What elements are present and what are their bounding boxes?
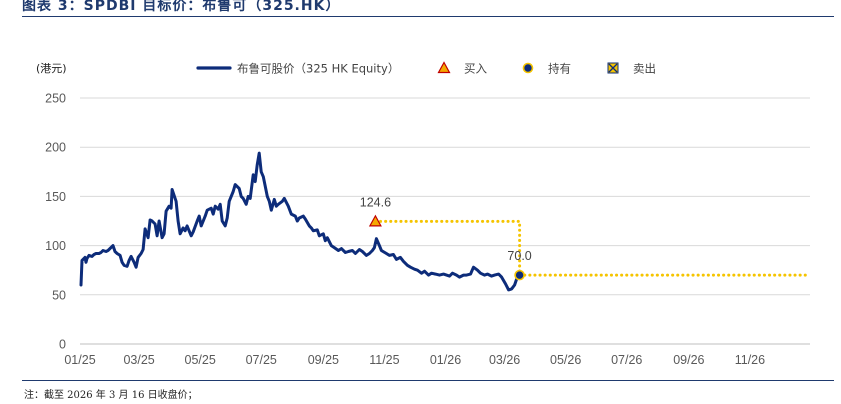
x-tick-label: 11/25 (369, 353, 399, 367)
price-series-line (79, 151, 522, 292)
legend-label-sell: 卖出 (633, 62, 656, 76)
buy-marker (368, 214, 382, 227)
sell-marker-cross (608, 63, 618, 73)
grid-lines (80, 97, 810, 296)
y-tick-label: 50 (52, 288, 66, 302)
y-tick-label: 100 (45, 239, 66, 253)
legend: 布鲁可股价（325 HK Equity） 买入 持有 卖出 (196, 61, 656, 76)
footnote: 注：截至 2026 年 3 月 16 日收盘价； (24, 390, 198, 401)
y-tick-label: 250 (45, 92, 66, 106)
x-tick-label: 03/25 (123, 353, 154, 367)
x-tick-label: 01/26 (430, 353, 461, 367)
legend-label-price: 布鲁可股价（325 HK Equity） (237, 62, 399, 76)
x-tick-label: 03/26 (489, 353, 520, 367)
axis-layer: 0 50 100 150 200 250 01/25 03/25 05/25 07/25 09/25… (36, 62, 810, 367)
x-tick-label: 07/26 (611, 353, 642, 367)
y-tick-label: 0 (59, 338, 66, 352)
x-tick-label: 01/25 (64, 353, 95, 367)
buy-value-label: 124.6 (360, 195, 391, 209)
target-line-buy (373, 219, 522, 277)
markers: 124.6 70.0 (360, 195, 532, 281)
price-series (79, 151, 522, 292)
x-tick-label: 05/25 (185, 353, 216, 367)
legend-swatch-buy (437, 61, 451, 74)
y-tick-label: 150 (45, 190, 66, 204)
footer-rule (22, 380, 834, 381)
legend-swatch-sell (607, 62, 619, 74)
y-unit-label: (港元) (36, 62, 67, 75)
x-tick-label: 11/26 (735, 353, 765, 367)
legend-swatch-hold (522, 62, 534, 74)
figure-title: 图表 3：SPDBI 目标价：布鲁可（325.HK） (22, 0, 341, 14)
x-tick-label: 07/25 (246, 353, 277, 367)
legend-label-buy: 买入 (464, 62, 487, 76)
x-tick-label: 05/26 (550, 353, 581, 367)
legend-label-hold: 持有 (548, 62, 571, 76)
x-tick-label: 09/25 (308, 353, 339, 367)
x-tick-label: 09/26 (673, 353, 704, 367)
y-tick-label: 200 (45, 141, 66, 155)
hold-marker (514, 269, 525, 281)
title-rule (22, 16, 834, 17)
hold-value-label: 70.0 (507, 249, 531, 263)
target-lines (373, 219, 812, 277)
